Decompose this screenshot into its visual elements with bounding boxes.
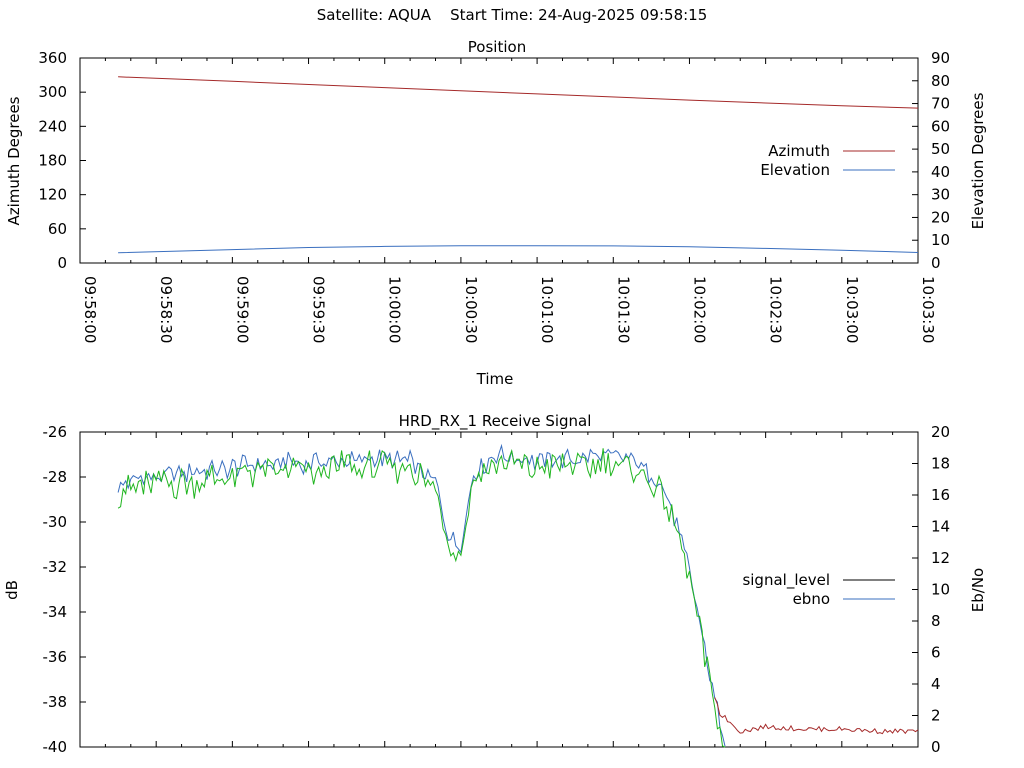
legend-label-ebno: ebno <box>793 590 830 608</box>
y2-tick-label: 20 <box>931 423 950 441</box>
x-tick-label: 10:03:30 <box>919 276 937 343</box>
signal-chart: HRD_RX_1 Receive Signal dB Eb/No -40-38-… <box>3 412 987 756</box>
position-chart-title: Position <box>468 38 526 56</box>
x-tick-label: 10:00:30 <box>462 276 480 343</box>
position-series <box>118 76 919 254</box>
y2-tick-label: 40 <box>931 163 950 181</box>
y-tick-label: -36 <box>43 648 68 666</box>
series-line-signal-level-overlap <box>117 448 726 748</box>
y2-tick-label: 2 <box>931 707 941 725</box>
y2-tick-label: 50 <box>931 140 950 158</box>
y2-tick-label: 14 <box>931 518 950 536</box>
y-tick-label: 360 <box>38 49 67 67</box>
series-line-elevation <box>118 245 919 254</box>
x-tick-label: 09:58:30 <box>157 276 175 343</box>
position-y-axis-label: Azimuth Degrees <box>5 96 23 225</box>
position-x-axis-label: Time <box>476 370 514 388</box>
y2-tick-label: 0 <box>931 738 941 756</box>
signal-chart-title: HRD_RX_1 Receive Signal <box>399 412 592 431</box>
position-y2-axis-label: Elevation Degrees <box>969 92 987 229</box>
signal-y2-axis-label: Eb/No <box>969 568 987 612</box>
y-tick-label: 300 <box>38 83 67 101</box>
x-tick-label: 10:00:00 <box>386 276 404 343</box>
x-tick-label: 09:58:00 <box>81 276 99 343</box>
y2-tick-label: 90 <box>931 49 950 67</box>
signal-y-axis-label: dB <box>3 580 21 600</box>
y2-tick-label: 60 <box>931 117 950 135</box>
x-tick-label: 10:01:30 <box>614 276 632 343</box>
position-axis-ticks: 0 60 120 180 240 300 360 0 10 20 30 40 50 60 70 80 90 09:… <box>38 49 950 343</box>
legend-label-signal-level: signal_level <box>742 571 830 590</box>
y2-tick-label: 70 <box>931 95 950 113</box>
x-tick-label: 10:03:00 <box>843 276 861 343</box>
y-tick-label: 60 <box>48 220 67 238</box>
y2-tick-label: 20 <box>931 208 950 226</box>
y2-tick-label: 4 <box>931 675 941 693</box>
x-tick-label: 10:02:00 <box>690 276 708 343</box>
y-tick-label: 180 <box>38 152 67 170</box>
signal-series <box>117 443 919 748</box>
y-tick-label: -34 <box>43 603 68 621</box>
y2-tick-label: 30 <box>931 186 950 204</box>
legend-label-elevation: Elevation <box>760 161 830 179</box>
series-line-azimuth <box>118 76 919 109</box>
y2-tick-label: 16 <box>931 486 950 504</box>
y-tick-label: -40 <box>43 738 68 756</box>
y2-tick-label: 18 <box>931 455 950 473</box>
y-tick-label: 0 <box>57 254 67 272</box>
x-tick-label: 09:59:30 <box>310 276 328 343</box>
y2-tick-label: 10 <box>931 581 950 599</box>
y2-tick-label: 8 <box>931 612 941 630</box>
x-tick-label: 09:59:00 <box>233 276 251 343</box>
y-tick-label: -32 <box>43 558 68 576</box>
legend-label-azimuth: Azimuth <box>768 142 830 160</box>
x-tick-label: 10:01:00 <box>538 276 556 343</box>
y2-tick-label: 6 <box>931 644 941 662</box>
series-line-ebno <box>117 443 726 747</box>
y-tick-label: -26 <box>43 423 68 441</box>
position-chart: Position Azimuth Degrees Elevation Degre… <box>5 38 987 388</box>
signal-axis-ticks: -40 -38 -36 -34 -32 -30 -28 -26 0 2 4 6 8 10 12 14 16 18 2… <box>43 423 951 756</box>
y-tick-label: -28 <box>43 468 68 486</box>
y2-tick-label: 10 <box>931 231 950 249</box>
signal-legend: signal_level ebno <box>742 571 895 608</box>
x-tick-label: 10:02:30 <box>767 276 785 343</box>
y-tick-label: -30 <box>43 513 68 531</box>
page-title: Satellite: AQUA Start Time: 24-Aug-2025 … <box>316 6 708 24</box>
y-tick-label: -38 <box>43 693 68 711</box>
y2-tick-label: 0 <box>931 254 941 272</box>
y-tick-label: 120 <box>38 186 67 204</box>
series-line-signal-level <box>714 697 919 735</box>
y2-tick-label: 12 <box>931 549 950 567</box>
y-tick-label: 240 <box>38 117 67 135</box>
y2-tick-label: 80 <box>931 72 950 90</box>
position-legend: Azimuth Elevation <box>760 142 895 179</box>
